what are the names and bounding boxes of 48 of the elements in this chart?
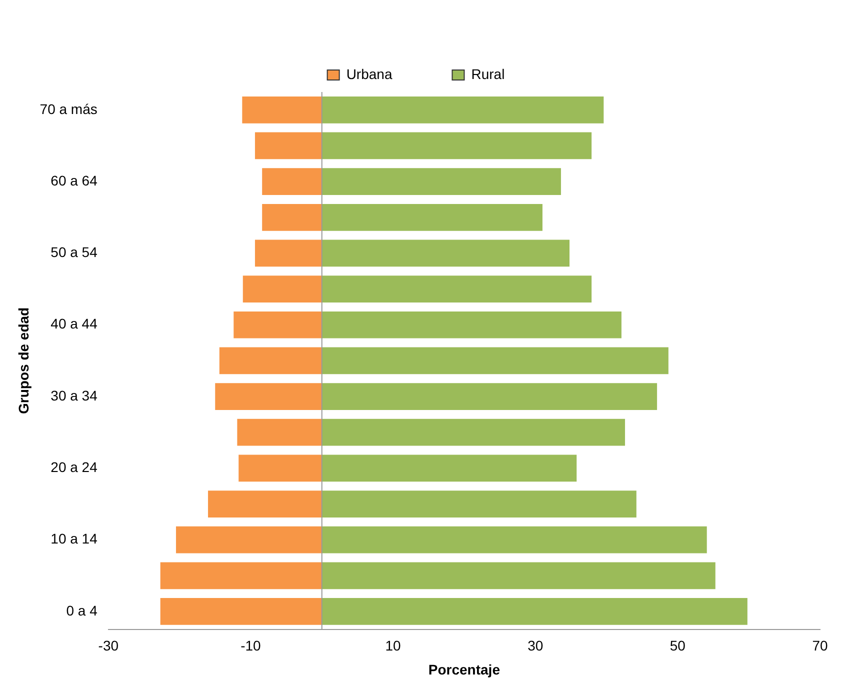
y-tick-label: 0 a 4: [66, 602, 98, 618]
bar: [322, 311, 622, 338]
bar: [254, 240, 322, 267]
bar: [262, 204, 322, 231]
y-tick-label: 60 a 64: [50, 172, 98, 188]
x-tick-label: 30: [528, 638, 544, 654]
bar: [322, 562, 716, 590]
bar: [215, 383, 322, 410]
bar: [160, 562, 322, 590]
y-tick-label: 20 a 24: [50, 459, 98, 476]
y-tick-label: 30 a 34: [50, 387, 98, 404]
x-tick-label: -10: [240, 638, 262, 654]
bar: [254, 132, 322, 160]
y-tick-label: 70 a más: [40, 100, 98, 117]
bar: [322, 168, 561, 195]
bar: [322, 347, 668, 374]
y-tick-label: 10 a 14: [50, 530, 98, 547]
bar: [176, 526, 322, 554]
bar: [322, 240, 570, 267]
bar: [322, 490, 636, 518]
bar: [242, 96, 322, 124]
legend-label: Urbana: [346, 66, 392, 82]
bar: [322, 526, 707, 554]
bar: [322, 598, 748, 625]
x-tick-label: 10: [385, 638, 402, 654]
bar: [322, 96, 604, 124]
x-tick-label: -30: [98, 638, 119, 654]
y-axis-title: Grupos de edad: [15, 307, 32, 414]
bar: [322, 276, 592, 302]
y-tick-label: 40 a 44: [50, 316, 98, 332]
bar: [322, 132, 592, 160]
bar: [242, 276, 322, 302]
bar: [262, 168, 322, 195]
bar: [160, 598, 322, 625]
bar: [208, 490, 322, 518]
y-tick-label: 50 a 54: [50, 244, 98, 260]
bar: [219, 347, 322, 374]
bar: [234, 311, 322, 338]
x-axis-title: Porcentaje: [428, 661, 500, 678]
bar: [322, 204, 542, 231]
x-tick-label: 50: [670, 638, 686, 654]
bar: [322, 383, 658, 410]
bar: [322, 418, 626, 446]
legend-label: Rural: [471, 66, 505, 82]
bar: [237, 418, 322, 446]
bar: [322, 454, 577, 482]
bar: [238, 454, 322, 482]
x-tick-label: 70: [812, 638, 828, 654]
